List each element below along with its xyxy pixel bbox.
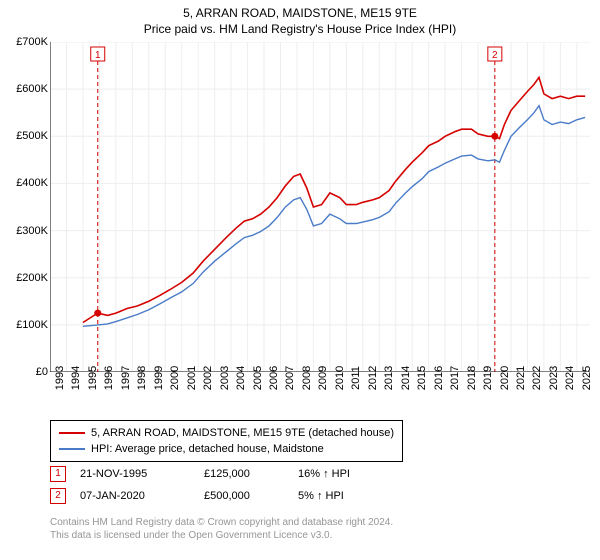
y-tick-label: £200K [2,272,48,284]
sale-date: 07-JAN-2020 [80,490,190,502]
y-tick-label: £600K [2,83,48,95]
sale-row: 1 21-NOV-1995 £125,000 16% ↑ HPI [50,466,590,482]
x-tick-label: 2011 [350,366,362,390]
sale-events: 1 21-NOV-1995 £125,000 16% ↑ HPI 2 07-JAN-202… [50,466,590,510]
x-tick-label: 1997 [120,366,132,390]
legend-swatch [59,432,85,434]
sale-marker: 1 [50,466,66,482]
sale-row: 2 07-JAN-2020 £500,000 5% ↑ HPI [50,488,590,504]
x-tick-label: 2010 [334,366,346,390]
footer-attribution: Contains HM Land Registry data © Crown c… [50,516,393,542]
x-tick-label: 2012 [367,366,379,390]
x-tick-label: 2022 [531,366,543,390]
x-tick-label: 2008 [301,366,313,390]
y-tick-label: £300K [2,225,48,237]
x-tick-label: 2003 [219,366,231,390]
x-tick-label: 2005 [252,366,264,390]
chart-subtitle: Price paid vs. HM Land Registry's House … [0,22,600,36]
chart-svg: 12 [50,42,590,372]
y-tick-label: £500K [2,130,48,142]
title-block: 5, ARRAN ROAD, MAIDSTONE, ME15 9TE Price… [0,0,600,36]
x-tick-label: 2019 [482,366,494,390]
svg-text:1: 1 [95,50,101,61]
x-tick-label: 1994 [70,366,82,390]
x-tick-label: 2000 [169,366,181,390]
sale-hpi: 16% ↑ HPI [298,468,378,480]
footer-line: This data is licensed under the Open Gov… [50,529,393,542]
x-tick-label: 2023 [548,366,560,390]
y-tick-label: £400K [2,177,48,189]
legend-label: 5, ARRAN ROAD, MAIDSTONE, ME15 9TE (deta… [91,425,394,441]
x-tick-label: 1996 [103,366,115,390]
x-tick-label: 2007 [284,366,296,390]
legend-swatch [59,448,85,450]
chart-plot-area: 12 [50,42,590,372]
x-tick-label: 2017 [449,366,461,390]
y-tick-label: £700K [2,36,48,48]
legend-box: 5, ARRAN ROAD, MAIDSTONE, ME15 9TE (deta… [50,420,403,462]
sale-date: 21-NOV-1995 [80,468,190,480]
x-tick-label: 2004 [235,366,247,390]
x-tick-label: 1993 [54,366,66,390]
x-tick-label: 2025 [581,366,593,390]
x-tick-label: 2001 [186,366,198,390]
x-tick-label: 2013 [383,366,395,390]
x-tick-label: 2024 [564,366,576,390]
chart-container: 5, ARRAN ROAD, MAIDSTONE, ME15 9TE Price… [0,0,600,560]
sale-marker: 2 [50,488,66,504]
legend-label: HPI: Average price, detached house, Maid… [91,441,324,457]
svg-text:2: 2 [492,50,498,61]
x-tick-label: 1998 [136,366,148,390]
x-tick-label: 2016 [433,366,445,390]
y-tick-label: £100K [2,319,48,331]
sale-hpi: 5% ↑ HPI [298,490,378,502]
sale-price: £500,000 [204,490,284,502]
x-tick-label: 1999 [153,366,165,390]
x-tick-label: 2002 [202,366,214,390]
y-tick-label: £0 [2,366,48,378]
x-tick-label: 2020 [499,366,511,390]
x-tick-label: 2021 [515,366,527,390]
x-tick-label: 2015 [416,366,428,390]
x-tick-label: 2018 [466,366,478,390]
legend-item: 5, ARRAN ROAD, MAIDSTONE, ME15 9TE (deta… [59,425,394,441]
sale-price: £125,000 [204,468,284,480]
legend-item: HPI: Average price, detached house, Maid… [59,441,394,457]
chart-title: 5, ARRAN ROAD, MAIDSTONE, ME15 9TE [0,6,600,20]
x-tick-label: 2009 [317,366,329,390]
footer-line: Contains HM Land Registry data © Crown c… [50,516,393,529]
x-tick-label: 2006 [268,366,280,390]
x-tick-label: 2014 [400,366,412,390]
x-tick-label: 1995 [87,366,99,390]
